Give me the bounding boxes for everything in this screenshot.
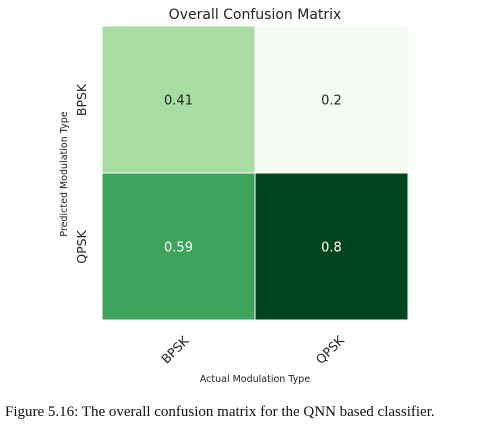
cell-value-pred-qpsk-actual-bpsk: 0.59 xyxy=(164,241,193,256)
heatmap-cells: 0.41 0.2 0.59 0.8 xyxy=(101,25,409,321)
y-tick-bpsk: BPSK xyxy=(74,83,89,116)
y-axis-label: Predicted Modulation Type xyxy=(59,111,70,236)
x-tick-qpsk: QPSK xyxy=(313,332,348,367)
y-tick-qpsk: QPSK xyxy=(74,229,89,263)
chart-title: Overall Confusion Matrix xyxy=(169,7,342,23)
confusion-matrix-chart: Overall Confusion Matrix 0.41 0.20.59 0.8 … xyxy=(59,7,409,385)
x-tick-bpsk: BPSK xyxy=(158,333,192,367)
cell-pred-bpsk-actual-qpsk xyxy=(254,25,409,174)
cell-value-pred-bpsk-actual-bpsk: 0.41 xyxy=(164,94,193,109)
cell-pred-bpsk-actual-bpsk xyxy=(101,25,256,174)
figure-caption: Figure 5.16: The overall confusion matri… xyxy=(5,404,435,420)
cell-pred-qpsk-actual-bpsk xyxy=(101,172,256,321)
cell-pred-qpsk-actual-qpsk xyxy=(254,172,409,321)
cell-value-pred-bpsk-actual-qpsk: 0.2 xyxy=(321,94,342,109)
x-axis-label: Actual Modulation Type xyxy=(200,374,310,385)
cell-value-pred-qpsk-actual-qpsk: 0.8 xyxy=(321,241,342,256)
